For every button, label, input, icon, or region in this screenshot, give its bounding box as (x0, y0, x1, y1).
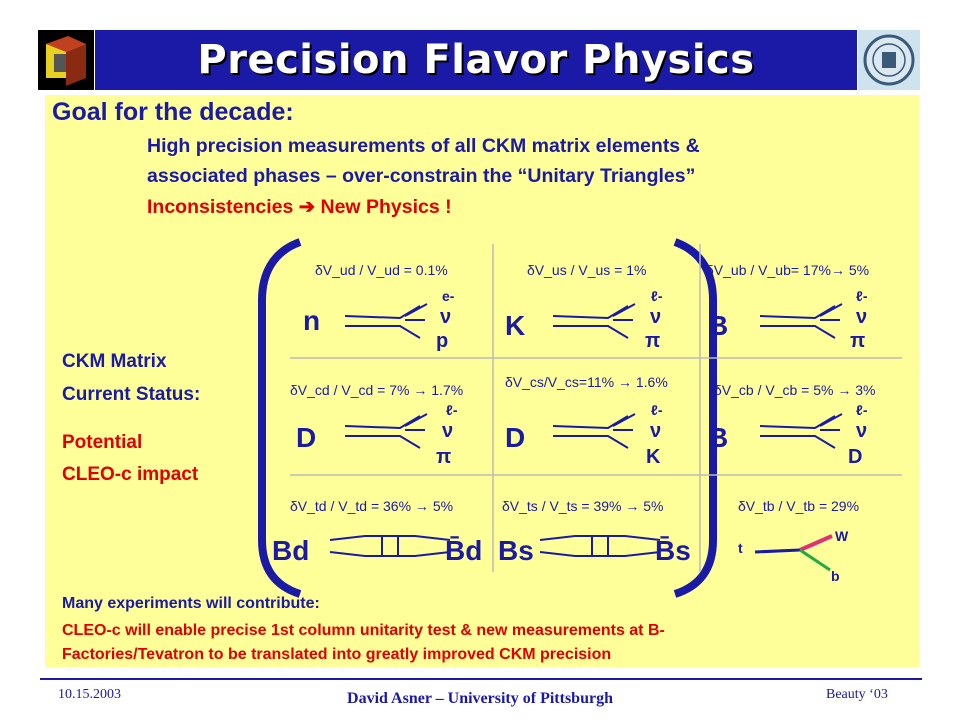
vcd-label: δV_cd / V_cd = 7% → 1.7% (290, 382, 463, 398)
bd-symbol: Bd (272, 535, 310, 566)
top-quark-line (754, 548, 801, 554)
b-quark-label: b (831, 568, 840, 584)
vcb-label: δV_cb / V_cb = 5% → 3% (714, 382, 876, 398)
neutrino-label: ν (650, 306, 662, 328)
vtb-text: δV_tb / V_tb = 29% (738, 498, 860, 514)
footer-divider (40, 678, 922, 680)
kaon-label: K (646, 446, 661, 468)
b-meson-symbol: B (708, 310, 729, 341)
footer-date: 10.15.2003 (58, 687, 121, 702)
neutrino-label: ν (650, 420, 662, 442)
pion-label: π (436, 446, 452, 468)
vcd-text: δV_cd / V_cd = 7% → 1.7% (290, 382, 464, 398)
top-quark-label: t (738, 540, 743, 556)
proton-label: p (436, 330, 449, 352)
vtd-label: δV_td / V_td = 36% → 5% (290, 498, 453, 514)
right-bracket (673, 238, 717, 598)
goal-line-3: Inconsistencies ➔ New Physics ! (147, 196, 452, 218)
vud-label: δV_ud / V_ud = 0.1% (315, 262, 448, 278)
vts-label: δV_ts / V_ts = 39% → 5% (502, 498, 663, 514)
note-heading: Many experiments will contribute: (62, 595, 320, 612)
left-bracket (258, 238, 302, 598)
lepton-label: ℓ- (446, 402, 458, 418)
goal-heading: Goal for the decade: (52, 98, 294, 126)
d-meson-label: D (848, 446, 863, 468)
b-quark-line (799, 548, 831, 572)
neutrino-label: ν (856, 306, 868, 328)
lepton-label: ℓ- (651, 288, 663, 304)
note-line-2: Factories/Tevatron to be translated into… (62, 646, 612, 663)
vub-label: δV_ub / V_ub= 17%→ 5% (706, 262, 869, 278)
bd-bar-symbol: B̄d (445, 535, 483, 566)
vud-text: δV_ud / V_ud = 0.1% (315, 262, 448, 278)
lepton-label: ℓ- (856, 288, 868, 304)
experiment-logo (38, 30, 94, 90)
neutrino-label: ν (856, 420, 868, 442)
vts-text: δV_ts / V_ts = 39% → 5% (502, 498, 664, 514)
potential-label-1: Potential (62, 432, 143, 453)
vcs-label: δV_cs/V_cs=11% → 1.6% (505, 374, 668, 390)
neutrino-label: ν (442, 420, 454, 442)
university-seal (858, 30, 920, 90)
neutron-symbol: n (303, 305, 321, 336)
bs-symbol: Bs (498, 535, 534, 566)
w-boson-label: W (835, 528, 849, 544)
vus-label: δV_us / V_us = 1% (527, 262, 646, 278)
kaon-symbol: K (505, 310, 526, 341)
d-meson-symbol-2: D (505, 422, 526, 453)
pion-label: π (645, 330, 661, 352)
electron-label: e- (442, 288, 455, 304)
neutrino-label: ν (440, 306, 452, 328)
bs-bar-symbol: B̄s (655, 535, 691, 566)
matrix-grid (290, 244, 902, 572)
vus-text: δV_us / V_us = 1% (527, 262, 647, 278)
vcs-text: δV_cs/V_cs=11% → 1.6% (505, 374, 668, 390)
pion-label: π (850, 330, 866, 352)
footer-author: David Asner – University of Pittsburgh (347, 690, 613, 707)
lepton-label: ℓ- (651, 402, 663, 418)
lepton-label: ℓ- (856, 402, 868, 418)
goal-line-2: associated phases – over-constrain the “… (147, 165, 696, 187)
note-line-1: CLEO-c will enable precise 1st column un… (62, 622, 665, 639)
footer-conference: Beauty ‘03 (826, 687, 888, 702)
vtb-label: δV_tb / V_tb = 29% (738, 498, 859, 514)
potential-label-2: CLEO-c impact (62, 464, 199, 485)
vub-text: δV_ub / V_ub= 17%→ 5% (706, 262, 870, 278)
vtd-text: δV_td / V_td = 36% → 5% (290, 498, 454, 514)
w-boson-line (799, 534, 833, 552)
decay-lines (329, 303, 843, 557)
d-meson-symbol: D (296, 422, 317, 453)
ckm-label-2: Current Status: (62, 384, 201, 405)
ckm-label-1: CKM Matrix (62, 351, 167, 372)
vcb-text: δV_cb / V_cb = 5% → 3% (714, 382, 876, 398)
goal-line-1: High precision measurements of all CKM m… (147, 135, 700, 157)
content-panel (45, 95, 919, 667)
title-bar (95, 30, 857, 90)
b-meson-symbol-2: B (708, 422, 729, 453)
page-title: Precision Flavor Physics (197, 37, 755, 83)
